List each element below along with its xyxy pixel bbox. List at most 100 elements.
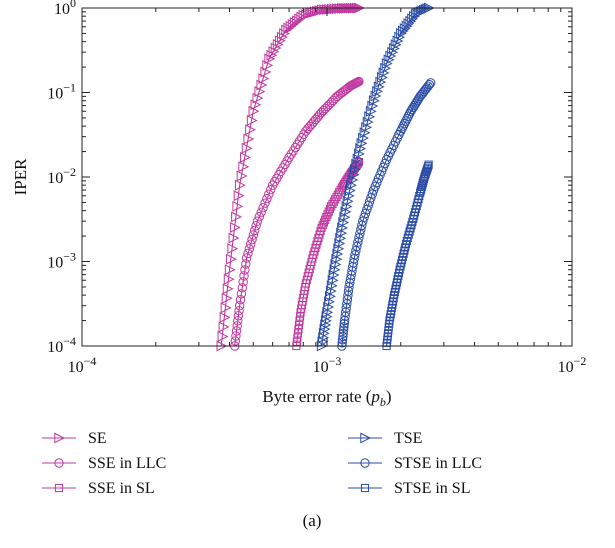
data-point-stse-in-llc <box>399 118 410 129</box>
data-point-sse-in-llc <box>236 289 247 299</box>
data-point-sse-in-llc <box>230 336 241 346</box>
legend-item-tse: TSE <box>348 430 422 447</box>
data-point-stse-in-llc <box>423 81 433 91</box>
data-point-tse <box>321 311 333 323</box>
axis-ticks: 10−4 10−3 10−2 100 10−1 10−2 10−3 10−4 <box>47 0 586 376</box>
data-point-sse-in-sl <box>294 325 303 334</box>
data-point-stse-in-llc <box>425 78 436 88</box>
x-tick-label: 10−3 <box>313 354 342 376</box>
data-point-se <box>233 190 245 202</box>
legend-marker <box>54 432 66 444</box>
x-axis-label: Byte error rate (pb) <box>262 387 391 409</box>
data-point-sse-in-llc <box>235 295 246 305</box>
data-point-sse-in-llc <box>238 277 248 287</box>
data-point-tse <box>377 72 388 83</box>
data-point-sse-in-llc <box>247 234 257 245</box>
data-point-se <box>227 243 239 254</box>
data-point-tse <box>318 332 330 344</box>
series-se <box>216 2 366 352</box>
data-point-stse-in-llc <box>339 322 349 332</box>
data-point-sse-in-llc <box>251 221 261 231</box>
data-point-stse-in-sl <box>424 162 433 171</box>
legend-item-sse-in-llc: SSE in LLC <box>42 455 166 472</box>
data-point-se <box>229 222 241 233</box>
y-axis-label: IPER <box>11 158 30 196</box>
data-point-se <box>240 152 251 163</box>
data-point-sse-in-llc <box>260 198 270 208</box>
data-point-sse-in-llc <box>234 300 245 311</box>
series-sse-in-llc <box>229 76 364 351</box>
data-point-sse-in-llc <box>231 326 242 336</box>
x-tick-label: 10−4 <box>68 354 97 376</box>
data-point-sse-in-llc <box>232 321 242 331</box>
data-point-sse-in-sl <box>324 207 333 216</box>
data-point-tse <box>381 58 393 69</box>
data-point-sse-in-sl <box>295 316 304 325</box>
data-point-stse-in-llc <box>424 79 435 90</box>
data-point-tse <box>405 15 417 27</box>
data-point-se <box>231 211 243 223</box>
legend-marker <box>54 483 64 493</box>
data-point-tse <box>383 54 395 66</box>
data-point-stse-in-llc <box>401 116 411 126</box>
data-point-sse-in-sl <box>292 337 301 346</box>
legend-marker <box>54 458 64 468</box>
data-point-se <box>241 142 253 154</box>
data-point-sse-in-llc <box>245 239 256 249</box>
series-tse <box>316 2 435 352</box>
data-point-sse-in-llc <box>264 189 274 199</box>
data-point-sse-in-llc <box>252 216 263 226</box>
data-point-sse-in-sl <box>317 223 326 232</box>
data-point-tse <box>390 39 402 51</box>
legend-marker <box>360 458 370 468</box>
legend-item-sse-in-sl: SSE in SL <box>42 480 155 497</box>
data-point-sse-in-llc <box>233 316 243 326</box>
data-point-sse-in-llc <box>254 211 265 222</box>
data-point-se <box>254 86 266 98</box>
data-point-tse <box>370 90 382 102</box>
data-point-stse-in-llc <box>398 121 408 131</box>
data-point-tse <box>401 20 413 32</box>
data-point-tse <box>388 43 400 54</box>
data-point-tse <box>403 18 415 30</box>
legend-label: STSE in SL <box>394 480 470 497</box>
data-point-sse-in-llc <box>233 311 244 321</box>
data-point-se <box>221 292 233 304</box>
data-point-tse <box>378 67 390 79</box>
data-point-stse-in-llc <box>402 113 412 124</box>
data-point-sse-in-llc <box>239 271 249 281</box>
data-point-sse-in-llc <box>241 253 252 263</box>
data-point-se <box>226 253 237 265</box>
data-point-se <box>217 331 229 342</box>
data-point-stse-in-sl <box>424 160 433 169</box>
data-point-stse-in-llc <box>337 334 348 345</box>
data-point-tse <box>320 319 332 331</box>
data-point-sse-in-sl <box>294 320 304 330</box>
data-point-sse-in-llc <box>262 193 272 204</box>
figure-caption: (a) <box>303 511 322 530</box>
data-point-sse-in-llc <box>354 76 364 87</box>
data-point-sse-in-llc <box>241 259 251 269</box>
data-point-sse-in-sl <box>293 333 302 342</box>
data-point-sse-in-llc <box>248 230 259 240</box>
data-point-sse-in-llc <box>234 306 244 316</box>
data-point-tse <box>373 81 385 93</box>
data-point-sse-in-sl <box>318 221 327 230</box>
legend: SE SSE in LLC SSE in SL TSE STSE in LLC STSE … <box>42 430 482 497</box>
data-point-sse-in-llc <box>244 244 255 254</box>
data-point-sse-in-sl <box>293 329 303 338</box>
data-point-sse-in-llc <box>258 202 268 213</box>
data-point-sse-in-llc <box>237 283 247 293</box>
legend-label: SE <box>88 430 107 447</box>
legend-label: SSE in LLC <box>88 455 166 472</box>
legend-item-stse-in-sl: STSE in SL <box>348 480 470 497</box>
data-point-sse-in-llc <box>231 331 241 341</box>
data-point-se <box>232 200 244 212</box>
data-point-tse <box>409 10 420 22</box>
data-point-sse-in-llc <box>266 184 276 195</box>
data-point-stse-in-llc <box>396 126 406 136</box>
data-point-se <box>223 273 235 285</box>
series-stse-in-llc <box>337 78 436 351</box>
y-tick-label: 10−2 <box>47 165 76 187</box>
